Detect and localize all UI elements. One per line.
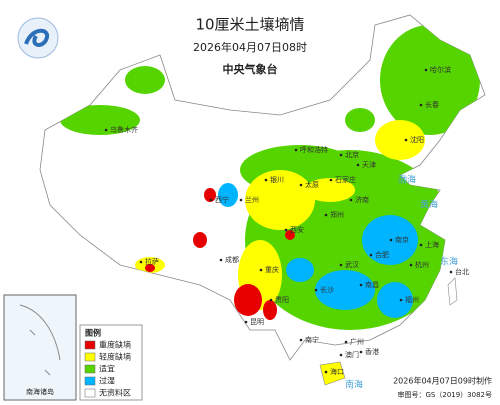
city-dot [424, 68, 428, 72]
city-dot [349, 198, 353, 202]
city-label: 南昌 [365, 280, 379, 289]
city-label: 长春 [425, 100, 439, 109]
city-label: 济南 [355, 195, 369, 204]
city-dot [244, 320, 248, 324]
city-dot [344, 340, 348, 344]
city-dot [219, 258, 223, 262]
footer-made: 2026年04月07日09时制作 [393, 376, 492, 386]
city-dot [284, 228, 288, 232]
city-dot [259, 268, 263, 272]
city-label: 澳门 [345, 350, 359, 359]
inset-label: 南海诸岛 [26, 387, 54, 396]
city-dot [419, 243, 423, 247]
city-dot [314, 288, 318, 292]
city-label: 南京 [395, 235, 409, 244]
sea-label: 南海 [345, 379, 363, 391]
map-agency: 中央气象台 [223, 62, 278, 76]
legend-swatch [84, 376, 96, 386]
city-dot [104, 128, 108, 132]
city-label: 太原 [305, 180, 319, 189]
city-label: 石家庄 [335, 175, 356, 184]
city-dot [399, 298, 403, 302]
map-title: 10厘米土壤墒情 [195, 16, 304, 34]
footer-approval: 审图号：GS（2019）3082号 [398, 390, 493, 399]
city-label: 福州 [405, 295, 419, 304]
legend-item: 轻度缺墒 [99, 352, 131, 362]
legend-swatch [84, 340, 96, 350]
city-label: 武汉 [345, 260, 359, 269]
city-label: 天津 [362, 161, 376, 169]
city-label: 兰州 [245, 195, 259, 204]
city-label: 西宁 [215, 195, 229, 204]
sea-label: 东海 [440, 256, 458, 268]
city-label: 成都 [225, 255, 239, 264]
city-label: 哈尔滨 [430, 65, 451, 74]
city-label: 杭州 [415, 260, 429, 269]
legend-item: 过湿 [99, 376, 115, 386]
sea-label: 黄海 [420, 199, 438, 211]
city-label: 合肥 [375, 250, 389, 259]
city-label: 昆明 [250, 318, 264, 326]
city-dot [404, 138, 408, 142]
city-label: 银川 [270, 175, 284, 184]
city-dot [264, 178, 268, 182]
city-label: 呼和浩特 [300, 145, 328, 154]
logo [17, 17, 59, 59]
city-label: 长沙 [320, 285, 334, 294]
map-time: 2026年04月07日08时 [193, 40, 307, 54]
city-dot [324, 213, 328, 217]
city-dot [339, 153, 343, 157]
city-dot [299, 338, 303, 342]
city-label: 乌鲁木齐 [110, 125, 138, 134]
city-dot [339, 263, 343, 267]
city-label: 郑州 [330, 211, 344, 219]
city-label: 贵阳 [275, 295, 289, 304]
city-dot [329, 178, 333, 182]
city-dot [419, 103, 423, 107]
inset: 南海诸岛 [3, 294, 77, 401]
city-label: 北京 [345, 150, 359, 159]
map [39, 14, 486, 386]
city-dot [339, 353, 343, 357]
city-dot [356, 163, 360, 167]
city-label: 香港 [365, 347, 379, 356]
city-label: 南宁 [305, 335, 319, 344]
city-dot [139, 260, 143, 264]
city-dot [359, 350, 363, 354]
city-dot [389, 238, 393, 242]
city-label: 上海 [425, 240, 439, 249]
sea-label: 渤海 [398, 174, 416, 186]
legend-swatch [84, 364, 96, 374]
city-dot [209, 198, 213, 202]
city-dot [239, 198, 243, 202]
city-dot [449, 270, 453, 274]
city-dot [324, 370, 328, 374]
legend: 图例 [79, 324, 143, 401]
city-dot [359, 283, 363, 287]
legend-item: 适宜 [99, 364, 115, 374]
city-label: 拉萨 [145, 257, 159, 266]
city-dot [409, 263, 413, 267]
legend-item: 重度缺墒 [99, 340, 131, 350]
city-label: 西安 [290, 225, 304, 234]
city-label: 海口 [330, 367, 344, 376]
city-label: 沈阳 [410, 135, 424, 144]
city-dot [294, 148, 298, 152]
city-dot [269, 298, 273, 302]
city-label: 广州 [350, 337, 364, 346]
legend-swatch [84, 388, 96, 398]
city-dot [299, 183, 303, 187]
city-label: 重庆 [265, 265, 279, 274]
legend-swatch [84, 352, 96, 362]
legend-item: 无资料区 [99, 388, 131, 398]
city-label: 台北 [455, 267, 469, 276]
city-dot [369, 253, 373, 257]
legend-title: 图例 [85, 328, 101, 338]
